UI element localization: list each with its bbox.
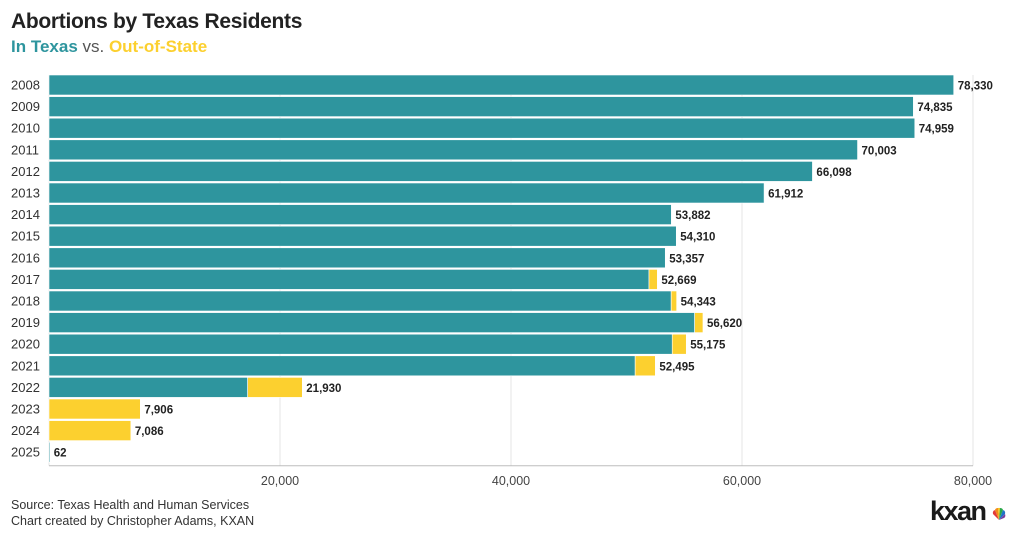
bar-in-texas	[48, 204, 672, 225]
y-category-label: 2023	[11, 402, 40, 417]
bar-in-texas	[48, 96, 914, 117]
data-label: 62	[54, 448, 67, 460]
bar-in-texas	[48, 355, 636, 377]
bar-in-texas	[48, 247, 666, 269]
bar-in-texas	[48, 441, 51, 463]
data-label: 78,330	[958, 81, 993, 93]
y-category-label: 2010	[11, 121, 40, 136]
bar-out-of-state	[648, 269, 658, 290]
data-label: 7,086	[135, 426, 164, 438]
data-label: 53,882	[675, 210, 710, 222]
bar-out-of-state	[634, 355, 656, 377]
y-category-label: 2016	[11, 250, 40, 265]
data-label: 52,495	[659, 361, 695, 373]
chart-footer: Source: Texas Health and Human Services …	[11, 497, 254, 529]
data-label: 66,098	[816, 167, 852, 179]
data-label: 61,912	[768, 189, 803, 201]
y-category-label: 2009	[11, 99, 40, 114]
source-note: Source: Texas Health and Human Services	[11, 498, 250, 512]
x-tick-label: 20,000	[261, 474, 299, 488]
data-label: 74,959	[919, 124, 954, 136]
y-category-label: 2024	[11, 423, 40, 438]
x-tick-label: 60,000	[723, 474, 761, 488]
data-label: 55,175	[690, 340, 726, 352]
bar-out-of-state	[48, 420, 132, 441]
bar-in-texas	[48, 269, 650, 290]
subtitle-in-texas: In Texas	[11, 37, 78, 56]
data-label: 70,003	[862, 145, 897, 157]
y-category-label: 2012	[11, 164, 40, 179]
bar-in-texas	[48, 161, 813, 182]
data-label: 21,930	[306, 383, 341, 395]
data-label: 74,835	[917, 102, 953, 114]
bar-out-of-state	[48, 398, 141, 420]
bar-in-texas	[48, 74, 955, 96]
data-label: 54,310	[680, 232, 715, 244]
y-category-label: 2011	[11, 142, 39, 157]
y-category-label: 2008	[11, 78, 40, 93]
data-label: 7,906	[144, 405, 173, 417]
bar-out-of-state	[694, 312, 704, 333]
data-label: 53,357	[669, 253, 704, 265]
data-label: 56,620	[707, 318, 742, 330]
bar-out-of-state	[671, 333, 687, 355]
y-category-label: 2021	[11, 358, 40, 373]
y-category-label: 2015	[11, 229, 40, 244]
data-label: 52,669	[661, 275, 696, 287]
kxan-logo-text: kxan	[930, 496, 986, 526]
y-category-label: 2019	[11, 315, 40, 330]
data-label: 54,343	[681, 297, 716, 309]
y-category-label: 2020	[11, 337, 40, 352]
y-category-label: 2014	[11, 207, 40, 222]
chart-title: Abortions by Texas Residents	[11, 10, 303, 33]
kxan-logo: kxan	[930, 496, 1006, 526]
bar-in-texas	[48, 225, 677, 247]
x-tick-label: 40,000	[492, 474, 530, 488]
y-category-label: 2018	[11, 294, 40, 309]
bar-in-texas	[48, 182, 765, 204]
subtitle-out-of-state: Out-of-State	[108, 37, 208, 56]
credit-note: Chart created by Christopher Adams, KXAN	[11, 514, 255, 528]
y-category-label: 2017	[11, 272, 40, 287]
bar-in-texas	[48, 333, 673, 355]
nbc-peacock-icon	[992, 507, 1006, 520]
bar-chart: 20,000 40,000 60,000 80,000 2008 78,330 2009 74…	[11, 74, 993, 488]
y-category-label: 2013	[11, 186, 40, 201]
bar-out-of-state	[247, 377, 303, 398]
chart-subtitle: In Texas vs. Out-of-State	[11, 37, 207, 57]
subtitle-vs: vs.	[77, 37, 109, 56]
x-tick-label: 80,000	[954, 474, 992, 488]
bar-in-texas	[48, 139, 858, 161]
bar-out-of-state	[670, 290, 677, 312]
bar-in-texas	[48, 377, 248, 398]
y-category-label: 2025	[11, 445, 40, 460]
y-category-label: 2022	[11, 380, 40, 395]
bar-in-texas	[48, 290, 672, 312]
bar-in-texas	[48, 117, 916, 139]
bar-in-texas	[48, 312, 695, 333]
